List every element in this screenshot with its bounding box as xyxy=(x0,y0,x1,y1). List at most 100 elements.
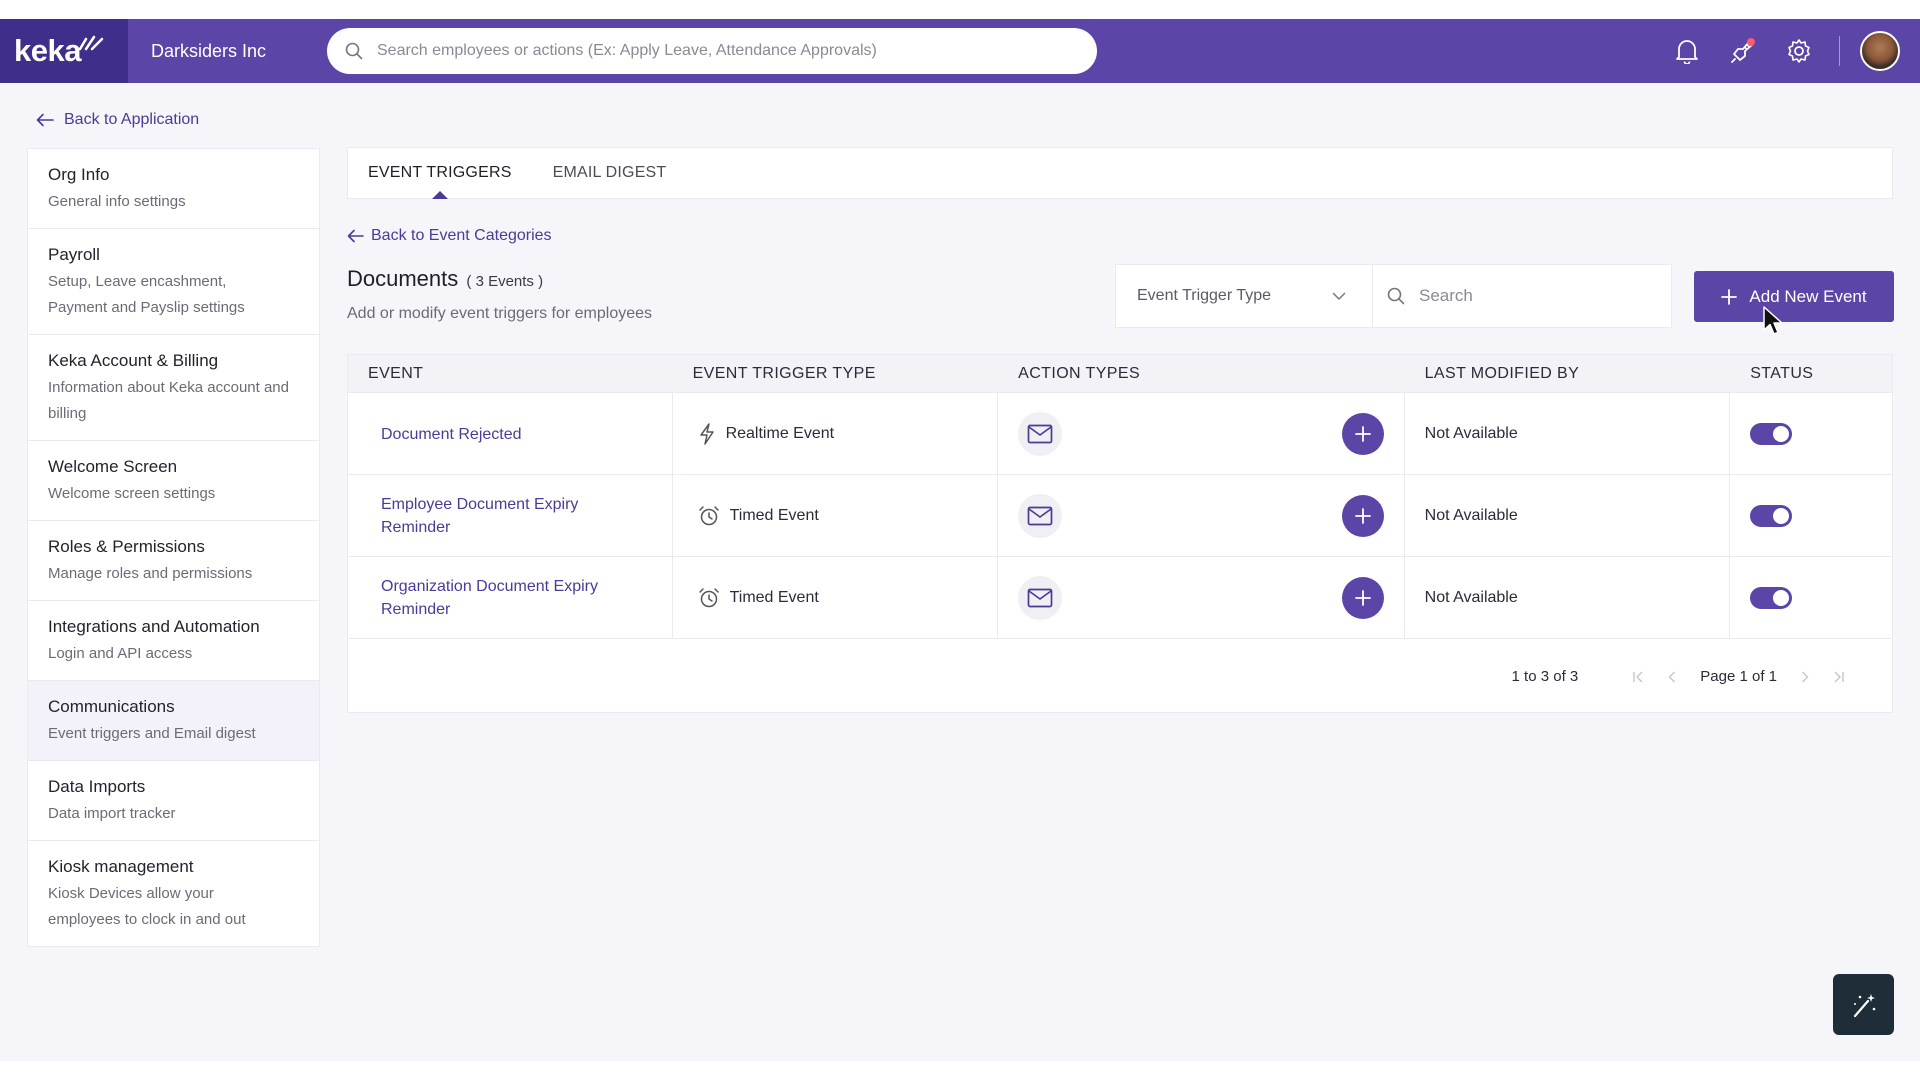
status-cell xyxy=(1730,475,1892,557)
event-name-link[interactable]: Employee Document Expiry Reminder xyxy=(381,496,579,536)
plus-icon xyxy=(1354,590,1371,606)
add-action-button[interactable] xyxy=(1341,495,1384,537)
sidebar-item-desc: Manage roles and permissions xyxy=(48,565,253,582)
sidebar-item-roles-permissions[interactable]: Roles & Permissions Manage roles and per… xyxy=(28,521,319,601)
last-page-button[interactable] xyxy=(1833,671,1845,683)
event-cell: Document Rejected xyxy=(348,393,673,475)
settings-button[interactable] xyxy=(1783,35,1815,67)
first-page-button[interactable] xyxy=(1632,671,1644,683)
last-modified-value: Not Available xyxy=(1424,425,1518,442)
sidebar-item-title: Data Imports xyxy=(48,777,146,796)
status-toggle[interactable] xyxy=(1750,423,1793,445)
last-modified-value: Not Available xyxy=(1424,507,1518,524)
add-action-button[interactable] xyxy=(1341,413,1384,455)
chevron-right-icon xyxy=(1802,671,1809,682)
sidebar-item-title: Integrations and Automation xyxy=(48,617,260,636)
status-toggle[interactable] xyxy=(1750,505,1793,527)
trigger-type-label: Timed Event xyxy=(729,507,819,524)
plus-icon xyxy=(1354,508,1371,524)
page-label: Page 1 of 1 xyxy=(1700,668,1777,685)
events-table: EVENT EVENT TRIGGER TYPE ACTION TYPES LA… xyxy=(347,354,1893,713)
sidebar-item-payroll[interactable]: Payroll Setup, Leave encashment, Payment… xyxy=(28,229,319,335)
event-name-link[interactable]: Document Rejected xyxy=(381,425,522,443)
whats-new-button[interactable] xyxy=(1727,35,1759,67)
event-search[interactable] xyxy=(1373,265,1671,327)
notifications-button[interactable] xyxy=(1671,35,1703,67)
email-action-button[interactable] xyxy=(1018,576,1063,620)
sidebar-item-title: Kiosk management xyxy=(48,857,194,876)
sidebar-item-desc: Welcome screen settings xyxy=(48,485,216,502)
last-modified-value: Not Available xyxy=(1424,589,1518,606)
sidebar-item-title: Communications xyxy=(48,697,175,716)
next-page-button[interactable] xyxy=(1801,671,1809,683)
last-modified-cell: Not Available xyxy=(1405,475,1731,557)
arrow-left-icon xyxy=(36,113,54,127)
global-search-input[interactable] xyxy=(375,41,1075,61)
sidebar-item-desc: Setup, Leave encashment, Payment and Pay… xyxy=(48,273,245,316)
toggle-knob xyxy=(1773,590,1790,606)
global-search[interactable] xyxy=(327,28,1097,74)
action-types-cell xyxy=(998,393,1405,475)
action-types-cell xyxy=(998,557,1405,639)
previous-page-button[interactable] xyxy=(1668,671,1676,683)
mail-icon xyxy=(1027,506,1053,526)
status-toggle[interactable] xyxy=(1750,587,1793,609)
bottom-bar-strip xyxy=(0,1061,1920,1080)
sidebar-item-desc: Information about Keka account and billi… xyxy=(48,379,289,422)
sidebar-item-title: Payroll xyxy=(48,245,100,264)
logo-text: keka xyxy=(14,33,81,68)
communications-tabs: EVENT TRIGGERS EMAIL DIGEST xyxy=(347,147,1893,199)
tab-email-digest[interactable]: EMAIL DIGEST xyxy=(553,147,667,199)
column-header-last-modified[interactable]: LAST MODIFIED BY xyxy=(1424,364,1580,382)
notification-dot xyxy=(1747,38,1755,46)
column-header-action-types[interactable]: ACTION TYPES xyxy=(1018,364,1141,382)
sidebar-item-communications[interactable]: Communications Event triggers and Email … xyxy=(28,681,319,761)
sidebar-item-welcome-screen[interactable]: Welcome Screen Welcome screen settings xyxy=(28,441,319,521)
toggle-knob xyxy=(1773,426,1790,442)
trigger-type: Timed Event xyxy=(698,505,819,527)
email-action-button[interactable] xyxy=(1018,494,1063,538)
back-to-application-link[interactable]: Back to Application xyxy=(36,111,199,129)
header-divider xyxy=(1839,36,1840,66)
chevron-left-icon xyxy=(1668,671,1676,682)
sidebar-item-desc: Login and API access xyxy=(48,645,193,662)
keka-logo[interactable]: keka xyxy=(0,19,128,83)
action-types-cell xyxy=(998,475,1405,557)
last-page-icon xyxy=(1834,671,1844,682)
pagination: 1 to 3 of 3 Page 1 of 1 xyxy=(348,639,1892,714)
add-action-button[interactable] xyxy=(1341,577,1384,619)
logo-spark-icon xyxy=(78,35,104,51)
section-title: Documents xyxy=(347,266,459,291)
tab-event-triggers[interactable]: EVENT TRIGGERS xyxy=(368,147,512,199)
alarm-clock-icon xyxy=(698,588,719,608)
column-header-trigger-type[interactable]: EVENT TRIGGER TYPE xyxy=(692,364,876,382)
sidebar-item-desc: General info settings xyxy=(48,193,186,210)
top-bar-strip xyxy=(0,0,1920,19)
back-to-event-categories-link[interactable]: Back to Event Categories xyxy=(347,227,552,245)
ai-assistant-button[interactable] xyxy=(1833,974,1894,1035)
sidebar-item-integrations[interactable]: Integrations and Automation Login and AP… xyxy=(28,601,319,681)
event-trigger-type-dropdown[interactable]: Event Trigger Type xyxy=(1116,265,1373,327)
sidebar-item-title: Welcome Screen xyxy=(48,457,178,476)
gear-icon xyxy=(1788,39,1810,63)
event-search-input[interactable] xyxy=(1417,285,1637,307)
search-icon xyxy=(1387,287,1405,305)
sidebar-item-data-imports[interactable]: Data Imports Data import tracker xyxy=(28,761,319,841)
magic-wand-icon xyxy=(1853,993,1875,1017)
search-icon xyxy=(345,42,363,60)
user-avatar[interactable] xyxy=(1860,31,1900,71)
back-to-application-label: Back to Application xyxy=(64,111,200,128)
sidebar-item-title: Roles & Permissions xyxy=(48,537,205,556)
add-new-event-button[interactable]: Add New Event xyxy=(1694,271,1894,322)
event-name-link[interactable]: Organization Document Expiry Reminder xyxy=(381,578,598,618)
sidebar-item-org-info[interactable]: Org Info General info settings xyxy=(28,149,319,229)
event-cell: Employee Document Expiry Reminder xyxy=(348,475,673,557)
email-action-button[interactable] xyxy=(1018,412,1063,456)
column-header-status[interactable]: STATUS xyxy=(1750,364,1814,382)
sidebar-item-account-billing[interactable]: Keka Account & Billing Information about… xyxy=(28,335,319,441)
sidebar-item-kiosk-management[interactable]: Kiosk management Kiosk Devices allow you… xyxy=(28,841,319,946)
company-name[interactable]: Darksiders Inc xyxy=(151,40,267,61)
sidebar-item-title: Keka Account & Billing xyxy=(48,351,219,370)
toggle-knob xyxy=(1773,508,1790,524)
column-header-event[interactable]: EVENT xyxy=(368,364,424,382)
